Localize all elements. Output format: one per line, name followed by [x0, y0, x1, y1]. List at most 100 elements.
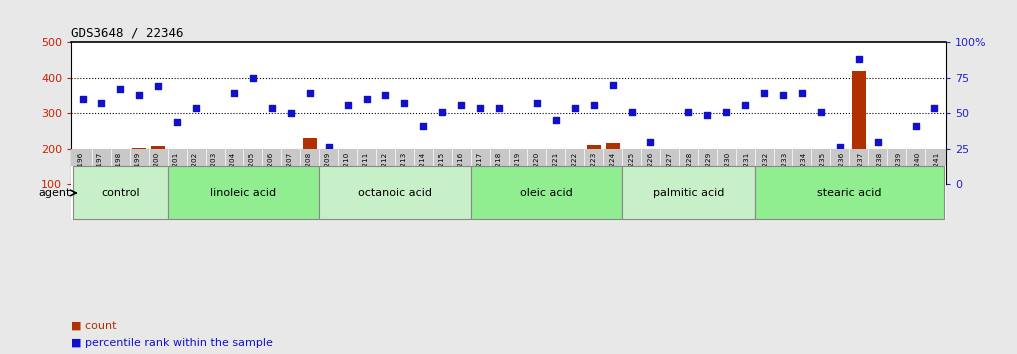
Bar: [492, 158, 506, 184]
Point: [377, 92, 394, 98]
Point: [263, 105, 280, 110]
Point: [245, 75, 261, 81]
Bar: [908, 167, 922, 184]
Text: GSM525231: GSM525231: [743, 152, 750, 196]
Bar: [624, 167, 639, 184]
Point: [358, 96, 374, 102]
Bar: [132, 148, 146, 184]
Point: [434, 109, 451, 115]
Bar: [95, 156, 109, 184]
FancyBboxPatch shape: [168, 166, 319, 219]
Text: GSM525235: GSM525235: [820, 152, 825, 196]
Text: GSM525221: GSM525221: [553, 152, 559, 196]
Bar: [776, 155, 790, 184]
Bar: [928, 172, 942, 184]
Text: GSM525241: GSM525241: [934, 152, 940, 196]
Text: GSM525232: GSM525232: [762, 152, 768, 196]
Text: stearic acid: stearic acid: [817, 188, 882, 198]
Text: GSM525228: GSM525228: [686, 152, 693, 196]
Text: GSM525197: GSM525197: [97, 152, 103, 196]
Text: GSM525214: GSM525214: [420, 152, 426, 196]
Text: GSM525227: GSM525227: [667, 152, 673, 196]
Bar: [473, 159, 487, 184]
Text: GSM525215: GSM525215: [439, 152, 445, 196]
Bar: [738, 165, 753, 184]
Bar: [757, 150, 771, 184]
Text: GSM525237: GSM525237: [857, 152, 863, 196]
Text: GSM525206: GSM525206: [267, 152, 274, 196]
Text: GSM525226: GSM525226: [648, 152, 654, 196]
Text: ■ count: ■ count: [71, 321, 117, 331]
Point: [889, 154, 905, 160]
Point: [718, 109, 734, 115]
Bar: [851, 71, 865, 184]
Point: [699, 112, 715, 118]
Point: [737, 102, 754, 108]
Point: [529, 101, 545, 106]
Text: GSM525223: GSM525223: [591, 152, 597, 196]
Point: [131, 92, 147, 98]
Text: GSM525239: GSM525239: [895, 152, 901, 196]
Text: GSM525207: GSM525207: [287, 152, 293, 196]
FancyBboxPatch shape: [471, 166, 622, 219]
Bar: [814, 166, 828, 184]
Bar: [321, 165, 336, 184]
Text: palmitic acid: palmitic acid: [653, 188, 724, 198]
Text: GSM525220: GSM525220: [534, 152, 540, 196]
Point: [832, 144, 848, 150]
Point: [226, 91, 242, 96]
Point: [151, 84, 167, 89]
FancyBboxPatch shape: [319, 166, 471, 219]
Bar: [303, 138, 317, 184]
Point: [340, 102, 356, 108]
Bar: [170, 163, 184, 184]
Point: [472, 105, 488, 110]
Bar: [605, 143, 619, 184]
Text: GSM525236: GSM525236: [838, 152, 844, 196]
Bar: [416, 155, 430, 184]
Point: [397, 101, 413, 106]
Point: [870, 139, 886, 144]
Bar: [189, 159, 203, 184]
Point: [661, 154, 677, 160]
Bar: [833, 151, 847, 184]
Point: [926, 105, 943, 110]
Bar: [264, 156, 279, 184]
Text: ■ percentile rank within the sample: ■ percentile rank within the sample: [71, 338, 274, 348]
Text: GSM525199: GSM525199: [134, 152, 140, 196]
Bar: [113, 158, 127, 184]
Point: [283, 110, 299, 116]
Text: GSM525225: GSM525225: [630, 152, 635, 196]
Point: [643, 139, 659, 144]
Point: [491, 105, 507, 110]
Text: GSM525210: GSM525210: [344, 152, 350, 196]
Bar: [795, 159, 810, 184]
Bar: [246, 160, 260, 184]
Bar: [871, 166, 885, 184]
Text: octanoic acid: octanoic acid: [358, 188, 432, 198]
Bar: [681, 159, 696, 184]
Text: linoleic acid: linoleic acid: [211, 188, 277, 198]
Text: GSM525205: GSM525205: [249, 152, 255, 196]
Text: GSM525217: GSM525217: [477, 152, 483, 196]
Text: GSM525211: GSM525211: [363, 152, 369, 196]
Bar: [719, 173, 733, 184]
Text: GSM525230: GSM525230: [724, 152, 730, 196]
Text: GSM525201: GSM525201: [173, 152, 179, 196]
Bar: [587, 145, 601, 184]
Point: [907, 123, 923, 129]
Bar: [435, 164, 450, 184]
Text: GSM525216: GSM525216: [458, 152, 464, 196]
Point: [415, 123, 431, 129]
Bar: [398, 156, 412, 184]
FancyBboxPatch shape: [73, 166, 168, 219]
FancyBboxPatch shape: [622, 166, 755, 219]
Text: GSM525240: GSM525240: [914, 152, 920, 196]
Text: GSM525203: GSM525203: [211, 152, 217, 196]
Point: [775, 92, 791, 98]
Point: [548, 118, 564, 123]
Point: [302, 91, 318, 96]
Text: GSM525198: GSM525198: [116, 152, 122, 196]
Bar: [700, 161, 714, 184]
Bar: [511, 158, 525, 184]
